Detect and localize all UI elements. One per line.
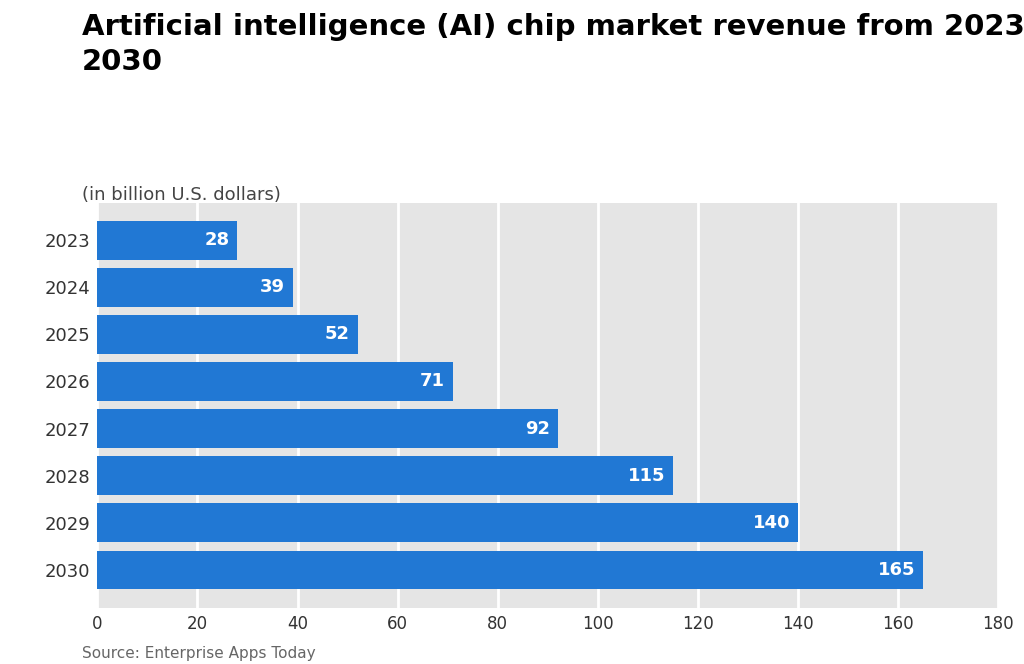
Bar	[97, 550, 924, 589]
Text: 165: 165	[879, 561, 915, 579]
Text: 115: 115	[628, 467, 666, 485]
Text: 28: 28	[205, 231, 230, 249]
Bar	[97, 315, 357, 354]
Text: 39: 39	[260, 278, 285, 296]
Text: 92: 92	[525, 420, 550, 438]
Bar	[97, 221, 238, 260]
Text: 52: 52	[325, 325, 350, 343]
Bar	[97, 362, 453, 401]
Bar	[97, 456, 673, 495]
Text: Source: Enterprise Apps Today: Source: Enterprise Apps Today	[82, 645, 315, 661]
Text: Artificial intelligence (AI) chip market revenue from 2023 to
2030: Artificial intelligence (AI) chip market…	[82, 13, 1024, 76]
Bar	[97, 268, 293, 307]
Bar	[97, 503, 798, 542]
Text: 140: 140	[753, 514, 791, 532]
Text: 71: 71	[420, 373, 445, 390]
Bar	[97, 409, 558, 448]
Text: (in billion U.S. dollars): (in billion U.S. dollars)	[82, 186, 281, 204]
